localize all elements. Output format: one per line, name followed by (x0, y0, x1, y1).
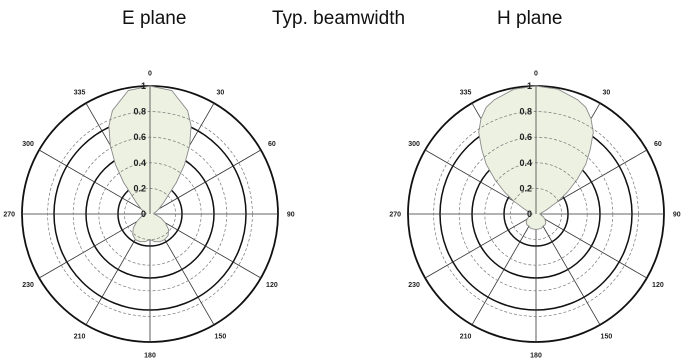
radial-value-label: 0.6 (133, 132, 146, 142)
angle-label: 120 (652, 282, 664, 289)
angle-label: 30 (603, 90, 611, 97)
radial-value-label: 0 (141, 209, 146, 219)
angle-label: 210 (74, 333, 86, 340)
angle-label: 300 (22, 141, 34, 148)
radial-value-label: 1 (141, 81, 146, 91)
polar-spoke-8 (424, 213, 537, 279)
radial-value-label: 0.2 (519, 183, 532, 193)
angle-label: 210 (460, 333, 472, 340)
e-plane-title: E plane (122, 8, 187, 29)
angle-label: 270 (3, 212, 15, 219)
polar-spoke-10 (38, 149, 151, 215)
angle-label: 90 (287, 212, 295, 219)
radial-value-label: 0 (527, 209, 532, 219)
radial-value-label: 1 (527, 81, 532, 91)
angle-label: 335 (74, 90, 86, 97)
radial-value-label: 0.4 (519, 158, 532, 168)
level-arc-1 (124, 188, 176, 240)
angle-label: 300 (408, 141, 420, 148)
angle-label: 270 (389, 212, 401, 219)
angle-label: 150 (215, 333, 227, 340)
angle-label: 150 (601, 333, 613, 340)
polar-spoke-4 (149, 213, 262, 279)
polar-spoke-2 (149, 149, 262, 215)
h-plane-title: H plane (497, 8, 563, 29)
angle-label: 120 (266, 282, 278, 289)
angle-label: 0 (148, 71, 152, 78)
radial-value-label: 0.8 (133, 107, 146, 117)
angle-label: 230 (22, 282, 34, 289)
radial-value-label: 0.6 (519, 132, 532, 142)
angle-label: 90 (673, 212, 681, 219)
beamwidth-title: Typ. beamwidth (272, 8, 406, 29)
angle-label: 180 (530, 352, 542, 358)
polar-spoke-8 (38, 213, 151, 279)
angle-label: 60 (268, 141, 276, 148)
radial-value-label: 0.4 (133, 158, 146, 168)
polar-spoke-5 (535, 213, 601, 326)
angle-label: 180 (144, 352, 156, 358)
polar-spoke-7 (471, 213, 537, 326)
level-arc-1 (510, 188, 562, 240)
angle-label: 230 (408, 282, 420, 289)
radial-value-label: 0.8 (519, 107, 532, 117)
angle-label: 335 (460, 90, 472, 97)
angle-label: 0 (534, 71, 538, 78)
polar-spoke-4 (535, 213, 648, 279)
angle-label: 60 (654, 141, 662, 148)
radial-value-label: 0.2 (133, 183, 146, 193)
angle-label: 30 (217, 90, 225, 97)
